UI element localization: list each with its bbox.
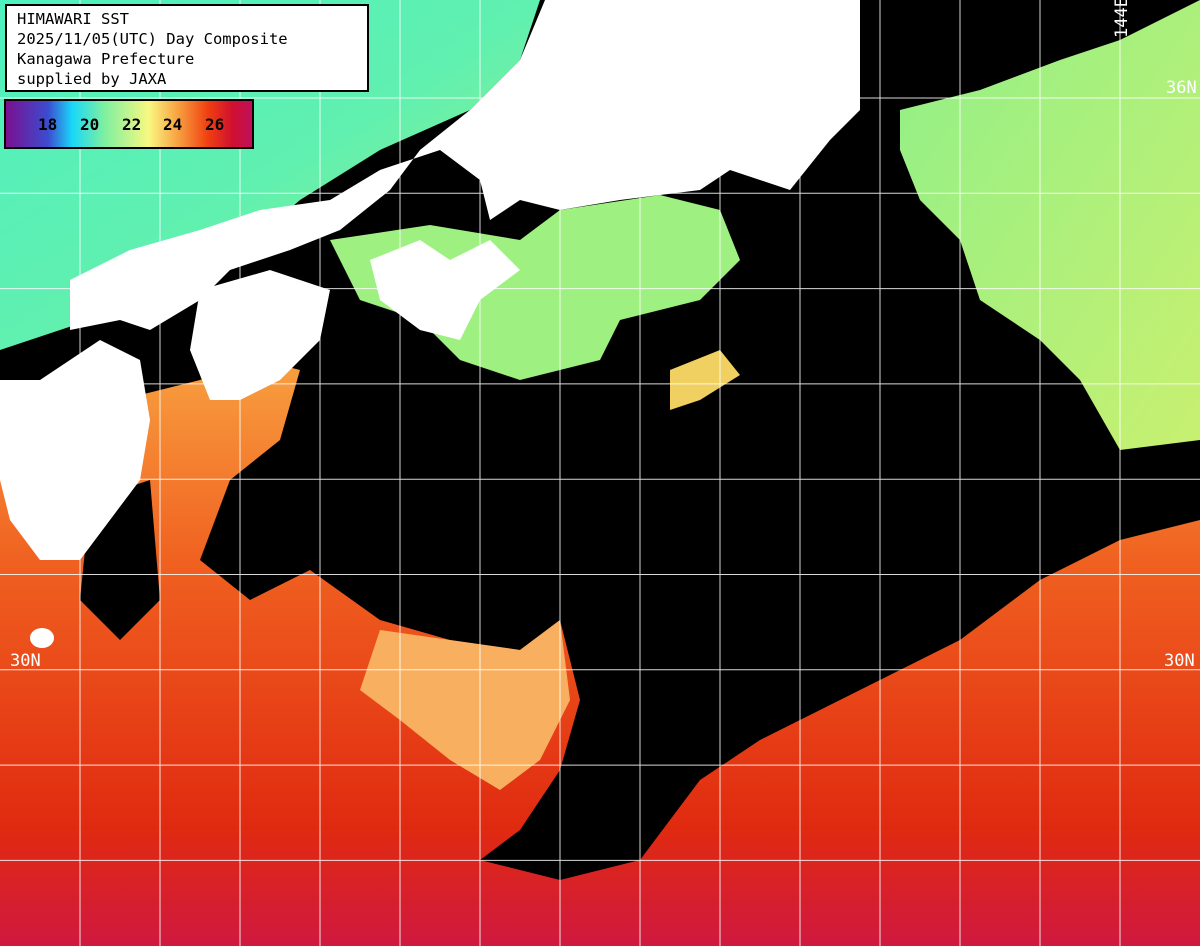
legend-tick: 26 <box>205 115 225 134</box>
title-line-credit: supplied by JAXA <box>17 70 167 88</box>
lat-label-36n: 36N <box>1166 78 1197 98</box>
patch-south-kii <box>670 350 740 410</box>
title-line-date: 2025/11/05(UTC) Day Composite <box>17 30 288 48</box>
title-box: HIMAWARI SST 2025/11/05(UTC) Day Composi… <box>5 4 369 92</box>
title-line-region: Kanagawa Prefecture <box>17 50 195 68</box>
legend-tick: 22 <box>122 115 142 134</box>
land-honshu <box>70 0 860 330</box>
coastal-water-kii <box>330 195 740 380</box>
land-island <box>30 628 54 648</box>
legend-tick: 24 <box>163 115 183 134</box>
lat-label-30n-right: 30N <box>1164 651 1195 671</box>
lon-label-144e: 144E <box>1112 0 1132 38</box>
cool-water-northeast <box>900 0 1200 450</box>
color-scale-legend: 18 20 22 24 26 <box>4 99 254 149</box>
lat-label-30n-left: 30N <box>10 651 41 671</box>
warm-water-south <box>0 360 1200 946</box>
legend-tick: 18 <box>38 115 58 134</box>
legend-tick: 20 <box>80 115 100 134</box>
warm-water-band-light <box>360 620 570 790</box>
land-kii <box>370 240 520 340</box>
land-shikoku <box>190 270 330 400</box>
land-kyushu <box>0 340 150 560</box>
title-line-product: HIMAWARI SST <box>17 10 129 28</box>
